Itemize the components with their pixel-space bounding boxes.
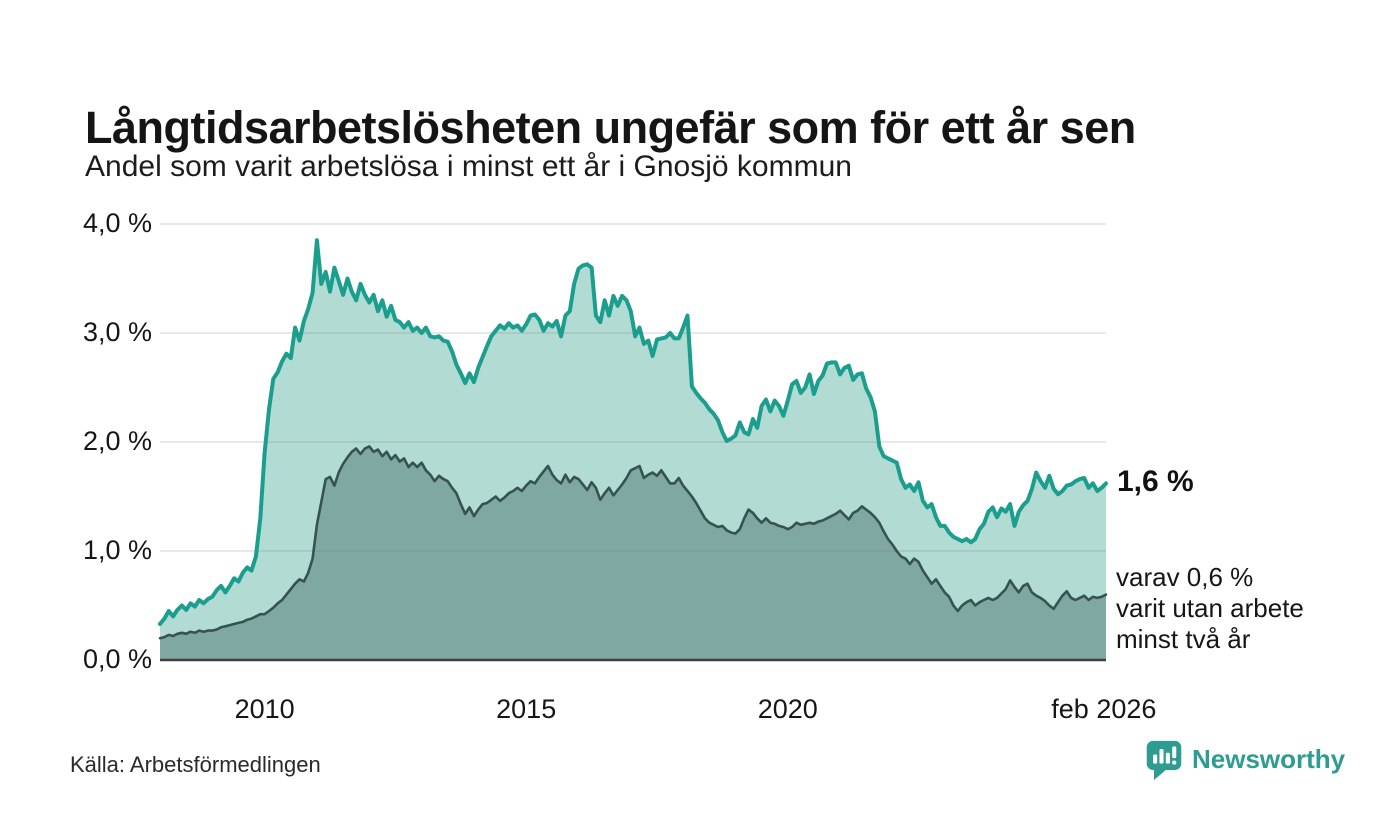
two-year-annotation-line-2: varit utan arbete xyxy=(1116,593,1304,623)
newsworthy-logo-icon xyxy=(1144,738,1184,787)
x-tick-label: feb 2026 xyxy=(1051,694,1157,724)
source-credit: Källa: Arbetsförmedlingen xyxy=(70,752,321,777)
newsworthy-brand: Newsworthy xyxy=(1144,740,1345,784)
line-one-year xyxy=(158,238,1108,626)
y-tick-label: 4,0 % xyxy=(82,208,152,238)
y-tick-label: 3,0 % xyxy=(82,317,152,347)
two-year-annotation-line-3: minst två år xyxy=(1116,624,1251,654)
two-year-annotation-line-1: varav 0,6 % xyxy=(1116,562,1254,592)
line-two-year xyxy=(158,445,1108,640)
page-title: Långtidsarbetslösheten ungefär som för e… xyxy=(85,102,1136,154)
x-tick-label: 2020 xyxy=(757,694,818,724)
newsworthy-wordmark: Newsworthy xyxy=(1192,743,1346,774)
x-tick-label: 2010 xyxy=(234,694,295,724)
y-tick-label: 0,0 % xyxy=(82,644,152,674)
area-two-year xyxy=(160,446,1106,660)
two-year-annotation: varav 0,6 % varit utan arbete minst två … xyxy=(1116,562,1304,655)
y-tick-label: 1,0 % xyxy=(82,535,152,565)
x-tick-label: 2015 xyxy=(496,694,557,724)
chart-subtitle: Andel som varit arbetslösa i minst ett å… xyxy=(85,150,852,183)
latest-value-label: 1,6 % xyxy=(1117,465,1194,499)
y-tick-label: 2,0 % xyxy=(82,426,152,456)
